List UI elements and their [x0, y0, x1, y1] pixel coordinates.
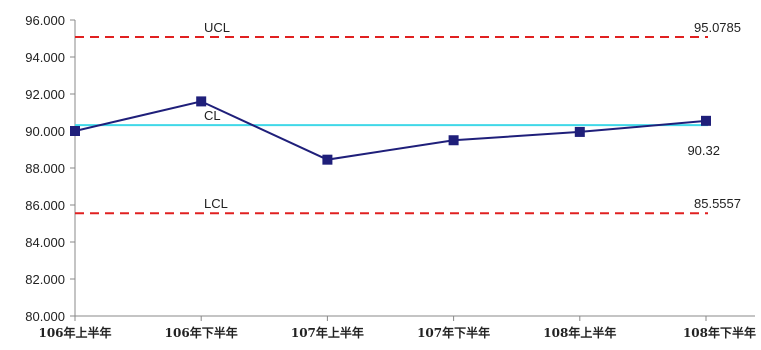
y-tick-label: 92.000	[25, 87, 65, 102]
ucl-value-label: 95.0785	[694, 20, 741, 35]
data-point-marker	[701, 115, 711, 126]
x-tick-label: 108年下半年	[683, 325, 756, 340]
axes	[70, 19, 755, 321]
data-point-marker	[322, 154, 333, 165]
control-lines: UCL CL LCL 95.0785 90.32 85.5557	[75, 20, 741, 215]
y-tick-label: 90.000	[25, 124, 65, 139]
x-tick-label: 107年上半年	[291, 325, 364, 340]
y-tick-label: 80.000	[25, 309, 65, 324]
x-tick-label: 106年上半年	[38, 325, 111, 340]
y-tick-label: 88.000	[25, 161, 65, 176]
cl-value-label: 90.32	[687, 143, 720, 158]
data-point-marker	[70, 126, 80, 136]
tick-labels: 80.000 82.000 84.000 86.000 88.000 90.000 92.0…	[25, 13, 756, 340]
x-tick-label: 107年下半年	[417, 325, 490, 340]
y-tick-label: 82.000	[25, 272, 65, 287]
lcl-label: LCL	[204, 196, 228, 211]
data-point-marker	[574, 126, 585, 137]
data-point-marker	[448, 135, 459, 146]
x-tick-label: 106年下半年	[165, 325, 238, 340]
cl-label: CL	[204, 108, 221, 123]
y-tick-label: 94.000	[25, 50, 65, 65]
series	[70, 96, 711, 165]
lcl-value-label: 85.5557	[694, 196, 741, 211]
y-tick-label: 84.000	[25, 235, 65, 250]
x-tick-label: 108年上半年	[543, 325, 616, 340]
y-tick-label: 86.000	[25, 198, 65, 213]
series-line	[74, 100, 707, 161]
ucl-label: UCL	[204, 20, 230, 35]
y-tick-label: 96.000	[25, 13, 65, 28]
data-point-marker	[196, 96, 207, 107]
